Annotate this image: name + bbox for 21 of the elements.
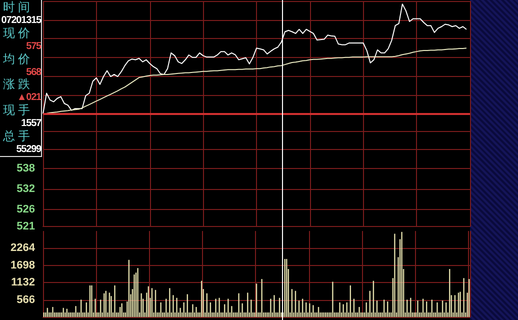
text: 1557 (20, 118, 41, 130)
y-tick-label: 566 (16, 294, 35, 306)
text: 现价 (2, 26, 34, 40)
text: 总手 (2, 129, 34, 144)
text: 55299 (15, 144, 41, 155)
y-tick-label: 1132 (11, 276, 35, 289)
text: 07201315 (0, 14, 41, 26)
y-tick-label: 2264 (10, 242, 36, 254)
y-tick-label: 1698 (10, 259, 35, 272)
y-tick-label: 538 (16, 162, 35, 174)
y-tick-label: 521 (16, 220, 35, 232)
line-series (42, 4, 467, 114)
y-tick-label: 532 (16, 182, 35, 195)
text: 575 (25, 40, 41, 52)
text: ▲021 (16, 92, 41, 104)
y-tick-label: 526 (16, 203, 35, 216)
text: 均价 (2, 52, 34, 66)
text: 涨跌 (2, 77, 34, 92)
text: 时间 (2, 0, 34, 14)
text: 568 (25, 66, 41, 78)
text: 现手 (2, 103, 34, 118)
